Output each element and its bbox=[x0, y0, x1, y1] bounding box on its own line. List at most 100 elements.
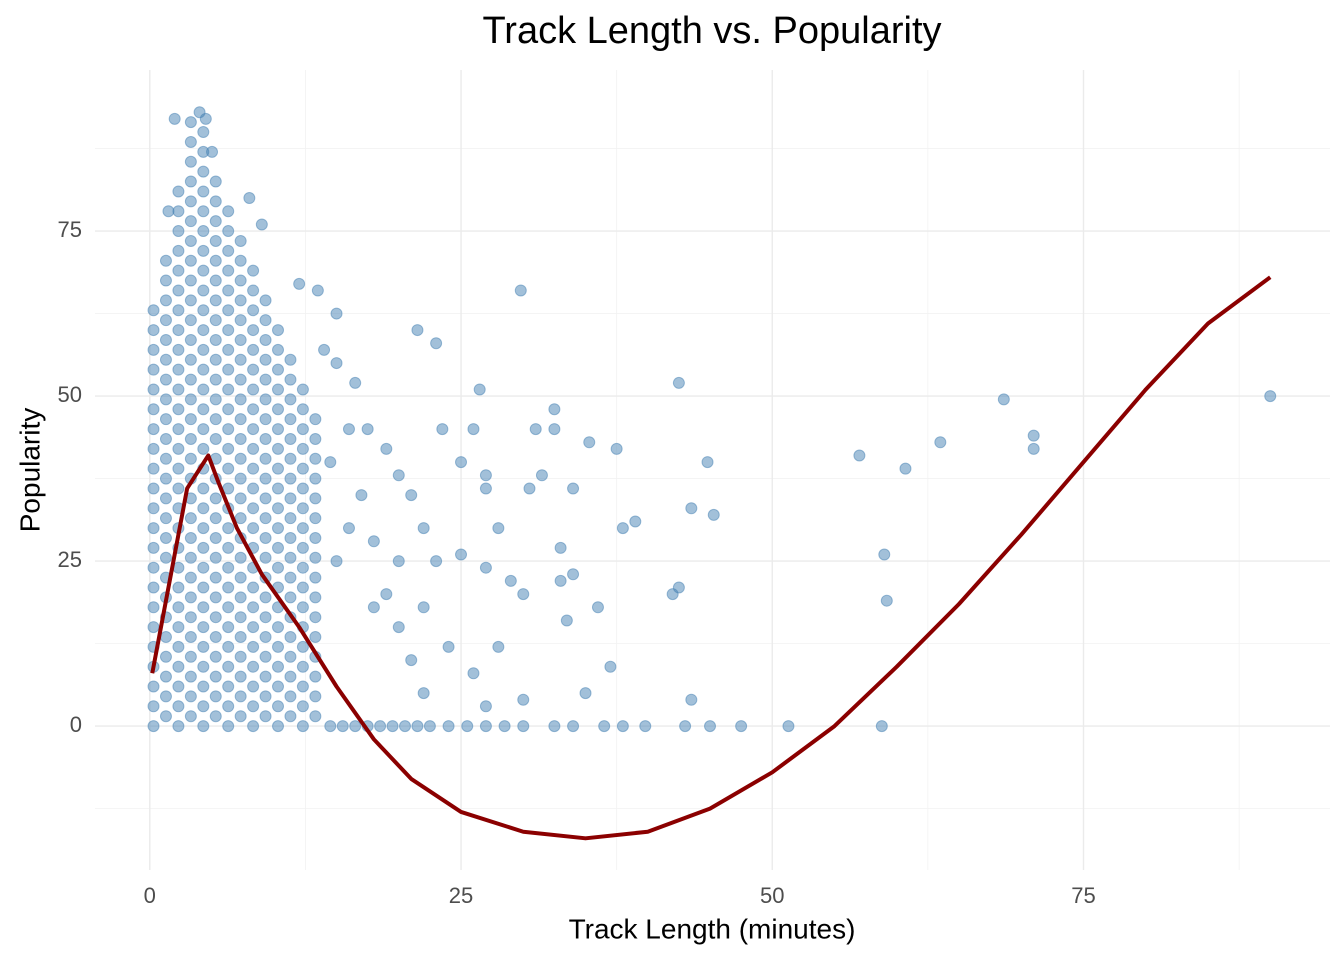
point bbox=[172, 383, 185, 396]
point bbox=[272, 423, 285, 436]
point bbox=[309, 512, 322, 525]
point bbox=[234, 630, 247, 643]
point bbox=[284, 571, 297, 584]
point bbox=[296, 700, 309, 713]
point bbox=[172, 363, 185, 376]
point bbox=[583, 436, 596, 449]
point bbox=[259, 551, 272, 564]
point bbox=[162, 205, 175, 218]
point bbox=[309, 551, 322, 564]
point bbox=[380, 588, 393, 601]
point bbox=[234, 294, 247, 307]
point bbox=[349, 720, 362, 733]
point bbox=[517, 588, 530, 601]
point bbox=[272, 522, 285, 535]
point bbox=[209, 630, 222, 643]
point bbox=[1264, 390, 1277, 403]
point bbox=[247, 304, 260, 317]
point bbox=[309, 531, 322, 544]
point bbox=[330, 555, 343, 568]
point bbox=[405, 489, 418, 502]
point bbox=[222, 621, 235, 634]
point bbox=[172, 205, 185, 218]
point bbox=[159, 670, 172, 683]
point bbox=[284, 690, 297, 703]
point bbox=[172, 442, 185, 455]
point bbox=[234, 670, 247, 683]
point bbox=[197, 185, 210, 198]
point bbox=[535, 469, 548, 482]
point bbox=[172, 225, 185, 238]
point bbox=[498, 720, 511, 733]
point bbox=[479, 720, 492, 733]
point bbox=[398, 720, 411, 733]
point bbox=[455, 548, 468, 561]
point bbox=[479, 700, 492, 713]
point bbox=[184, 611, 197, 624]
point bbox=[197, 640, 210, 653]
point bbox=[330, 357, 343, 370]
point bbox=[197, 205, 210, 218]
point bbox=[284, 650, 297, 663]
point bbox=[222, 581, 235, 594]
point bbox=[309, 591, 322, 604]
point bbox=[567, 482, 580, 495]
point bbox=[455, 456, 468, 469]
point bbox=[184, 274, 197, 287]
point bbox=[159, 531, 172, 544]
point bbox=[284, 413, 297, 426]
smooth-line bbox=[150, 275, 1272, 841]
point bbox=[197, 304, 210, 317]
point bbox=[629, 515, 642, 528]
point bbox=[172, 581, 185, 594]
point bbox=[147, 383, 160, 396]
point bbox=[272, 561, 285, 574]
point bbox=[209, 690, 222, 703]
point bbox=[247, 423, 260, 436]
point bbox=[259, 452, 272, 465]
point bbox=[324, 456, 337, 469]
point bbox=[296, 502, 309, 515]
point bbox=[259, 472, 272, 485]
point bbox=[610, 442, 623, 455]
point bbox=[247, 581, 260, 594]
point bbox=[272, 700, 285, 713]
point bbox=[222, 205, 235, 218]
point bbox=[159, 492, 172, 505]
point bbox=[197, 522, 210, 535]
point bbox=[159, 254, 172, 267]
point bbox=[293, 277, 306, 290]
point bbox=[184, 175, 197, 188]
marks bbox=[147, 106, 1277, 841]
point bbox=[234, 333, 247, 346]
point bbox=[199, 112, 212, 125]
point bbox=[259, 393, 272, 406]
point bbox=[222, 423, 235, 436]
point bbox=[184, 353, 197, 366]
point bbox=[184, 670, 197, 683]
point bbox=[234, 492, 247, 505]
point bbox=[679, 720, 692, 733]
point bbox=[209, 393, 222, 406]
point bbox=[197, 660, 210, 673]
point bbox=[172, 264, 185, 277]
point bbox=[172, 700, 185, 713]
point bbox=[284, 551, 297, 564]
point bbox=[567, 568, 580, 581]
point bbox=[284, 531, 297, 544]
point bbox=[672, 581, 685, 594]
point bbox=[172, 185, 185, 198]
point bbox=[336, 720, 349, 733]
point bbox=[259, 314, 272, 327]
point bbox=[147, 462, 160, 475]
point bbox=[417, 601, 430, 614]
point bbox=[247, 482, 260, 495]
point bbox=[309, 630, 322, 643]
point bbox=[442, 720, 455, 733]
point bbox=[259, 650, 272, 663]
point bbox=[209, 175, 222, 188]
point bbox=[355, 489, 368, 502]
point bbox=[197, 541, 210, 554]
point bbox=[209, 353, 222, 366]
point bbox=[172, 462, 185, 475]
